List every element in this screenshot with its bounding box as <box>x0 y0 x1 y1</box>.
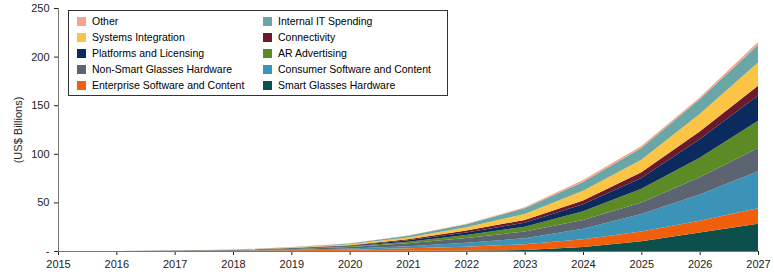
html-text:Other: Other <box>92 15 119 27</box>
svg-text:2021: 2021 <box>396 258 420 270</box>
svg-text:(US$ Billions): (US$ Billions) <box>12 97 24 164</box>
svg-text:2018: 2018 <box>221 258 245 270</box>
html-text:Smart Glasses Hardware: Smart Glasses Hardware <box>278 79 396 91</box>
svg-text:250: 250 <box>31 2 49 14</box>
svg-text:100: 100 <box>31 148 49 160</box>
svg-text:2015: 2015 <box>46 258 70 270</box>
html-text:Consumer Software and Content: Consumer Software and Content <box>278 63 431 75</box>
html-text:AR Advertising: AR Advertising <box>278 47 347 59</box>
svg-text:2026: 2026 <box>688 258 712 270</box>
html-text:Internal IT Spending: Internal IT Spending <box>278 15 373 27</box>
svg-text:2025: 2025 <box>630 258 654 270</box>
html-text:Connectivity: Connectivity <box>278 31 336 43</box>
html-text:Non-Smart Glasses Hardware: Non-Smart Glasses Hardware <box>92 63 232 75</box>
svg-text:2024: 2024 <box>571 258 595 270</box>
svg-text:50: 50 <box>37 196 49 208</box>
svg-text:2016: 2016 <box>105 258 129 270</box>
svg-text:2023: 2023 <box>513 258 537 270</box>
svg-text:2019: 2019 <box>280 258 304 270</box>
svg-text:2020: 2020 <box>338 258 362 270</box>
svg-text:-: - <box>46 245 50 257</box>
svg-text:2022: 2022 <box>455 258 479 270</box>
svg-text:150: 150 <box>31 99 49 111</box>
svg-text:2017: 2017 <box>163 258 187 270</box>
svg-text:2027: 2027 <box>746 258 770 270</box>
svg-text:200: 200 <box>31 51 49 63</box>
html-text:Systems Integration: Systems Integration <box>92 31 185 43</box>
html-text:Enterprise Software and Conten: Enterprise Software and Content <box>92 79 245 91</box>
html-text:Platforms and Licensing: Platforms and Licensing <box>92 47 205 59</box>
